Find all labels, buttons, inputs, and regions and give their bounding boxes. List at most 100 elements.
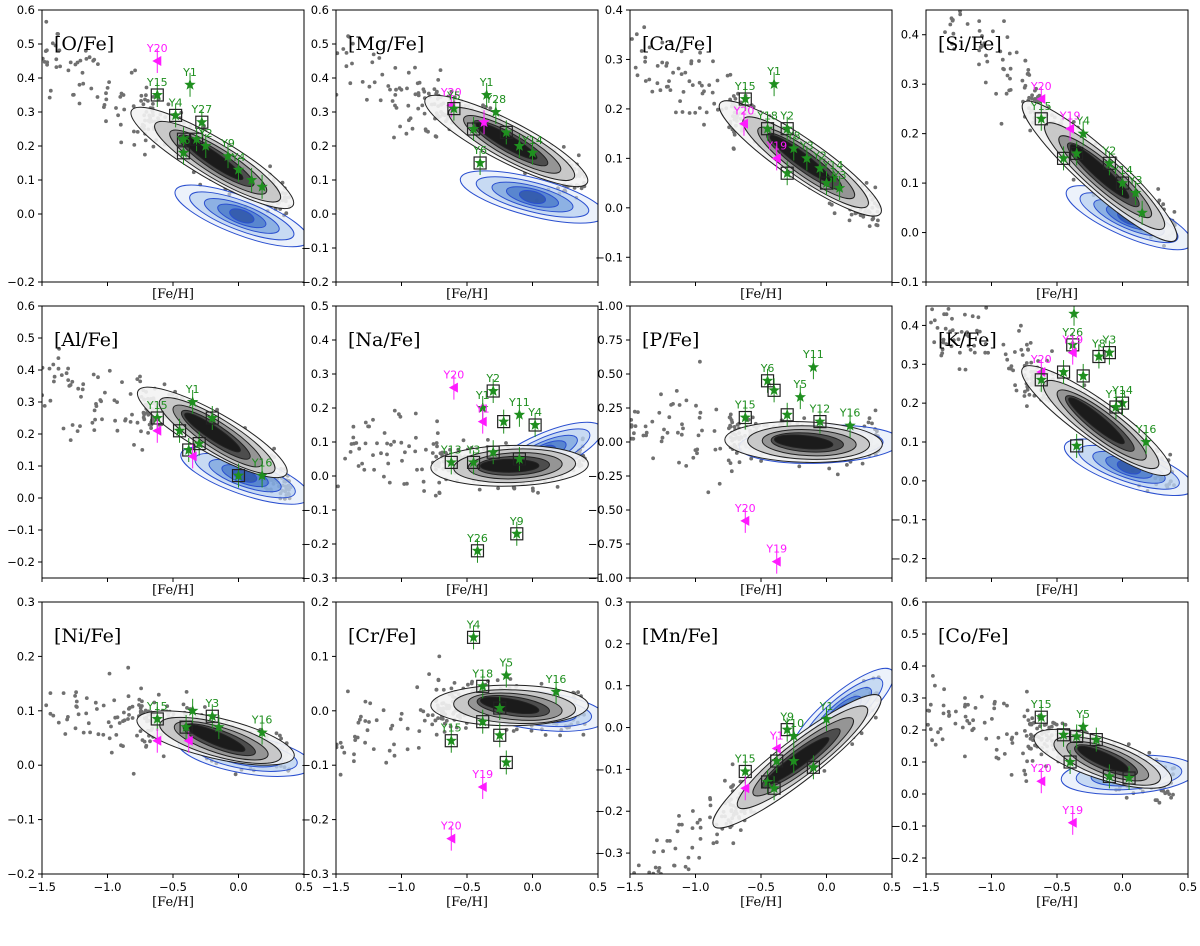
star-label: Y2: [779, 110, 794, 123]
field-star-point: [43, 49, 48, 53]
field-star-point: [1071, 177, 1076, 182]
field-star-point: [66, 68, 71, 73]
field-star-point: [118, 122, 123, 127]
program-star: Y20: [734, 502, 756, 533]
field-star-point: [74, 699, 79, 704]
contour-grey-level: [1070, 144, 1130, 199]
field-star-point: [671, 70, 675, 75]
triangle-marker: [183, 735, 193, 746]
field-star-point: [679, 72, 684, 76]
star-marker: [1077, 720, 1089, 732]
binary-box: [466, 455, 481, 469]
program-star: [1089, 727, 1103, 752]
star-marker: [245, 174, 258, 185]
program-star: Y15: [146, 700, 168, 731]
star-label: Y19: [1061, 804, 1083, 817]
star-marker: [467, 123, 480, 134]
field-star-point: [634, 32, 639, 37]
field-star-point: [340, 745, 344, 750]
field-star-point: [442, 730, 447, 734]
field-star-point: [711, 841, 716, 846]
x-tick-label: −1.0: [978, 880, 1006, 894]
field-star-point: [845, 463, 849, 467]
star-marker: [184, 78, 196, 90]
field-star-point: [677, 814, 681, 818]
field-star-point: [116, 113, 120, 118]
field-star-point: [156, 692, 161, 697]
field-star-point: [128, 420, 133, 424]
star-marker: [222, 150, 234, 162]
triangle-marker: [1065, 123, 1075, 134]
field-star-point: [54, 65, 59, 69]
field-star-point: [658, 88, 663, 93]
field-star-point: [123, 418, 127, 423]
y-axis: −0.2−0.10.00.10.20.30.40.50.6: [7, 299, 42, 569]
field-star-point: [93, 417, 97, 422]
field-star-point: [424, 447, 428, 452]
star-label: Y20: [443, 369, 465, 382]
field-star-point: [708, 796, 712, 800]
field-star-point: [161, 754, 166, 759]
binary-box: [1070, 729, 1084, 744]
field-star-point: [944, 342, 949, 346]
field-star-point: [413, 92, 418, 97]
field-star-point: [375, 441, 379, 446]
field-star-point: [697, 855, 702, 860]
field-star-point: [707, 83, 712, 87]
field-star-point: [643, 55, 648, 60]
field-star-point: [1002, 701, 1006, 706]
triangle-marker: [152, 425, 162, 436]
x-axis: [629, 578, 893, 582]
field-star-point: [647, 870, 652, 874]
field-star-point: [80, 387, 85, 392]
x-axis: [335, 282, 599, 286]
field-star-point: [1021, 751, 1025, 756]
y-axis: −0.3−0.2−0.10.00.10.2: [301, 595, 336, 881]
field-star-point: [431, 442, 436, 446]
field-star-point: [147, 422, 152, 427]
star-marker: [761, 775, 774, 787]
field-star-point: [121, 744, 125, 748]
field-star-point: [215, 407, 220, 412]
binary-box: [476, 715, 490, 729]
field-star-point: [382, 431, 387, 435]
field-star-point: [279, 736, 283, 741]
field-star-point: [385, 441, 389, 446]
triangle-marker: [771, 743, 781, 754]
field-star-point: [393, 93, 398, 97]
field-star-point: [963, 312, 967, 317]
field-star-point: [348, 81, 353, 86]
star-marker: [1116, 177, 1129, 188]
field-star-point: [672, 863, 676, 868]
x-axis: −1.5 −1.0 −0.5 0.0 0.5: [322, 874, 607, 894]
star-label: Y20: [734, 502, 756, 515]
y-tick-label: −0.2: [7, 555, 35, 569]
field-star-point: [847, 218, 852, 223]
field-star-point: [52, 374, 57, 379]
contour-blue-level: [229, 208, 255, 224]
field-star-point: [835, 472, 840, 477]
field-star-point: [695, 451, 699, 456]
field-star-point: [348, 450, 353, 454]
binary-box: [1115, 176, 1130, 190]
program-star: Y4: [466, 618, 480, 650]
field-star-point: [365, 97, 369, 102]
y-tick-label: 0.4: [901, 659, 919, 673]
field-star-point: [749, 456, 754, 461]
star-marker: [761, 374, 774, 386]
field-star-point: [430, 722, 435, 727]
field-star-point: [117, 721, 122, 725]
field-star-point: [977, 62, 981, 67]
program-star: Y19: [765, 543, 787, 574]
field-star-point: [54, 57, 59, 62]
contours-grey: [1021, 100, 1178, 243]
field-star-point: [726, 458, 731, 463]
binary-box: [150, 712, 164, 726]
field-star-point: [138, 374, 142, 379]
field-star-point: [385, 452, 389, 457]
field-star-point: [105, 86, 110, 90]
field-star-point: [1004, 91, 1009, 96]
field-star-point: [680, 422, 684, 427]
